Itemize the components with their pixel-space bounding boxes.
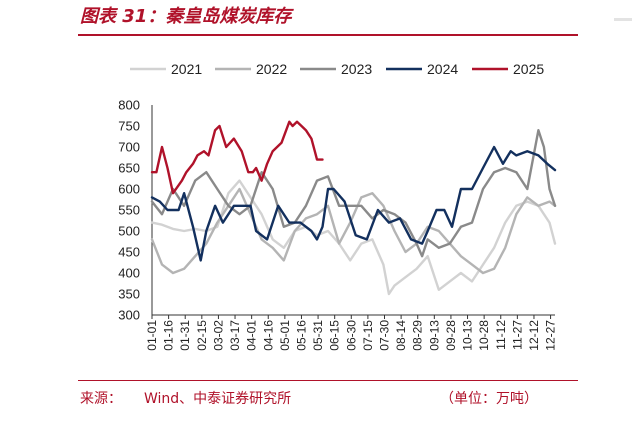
x-tick-label: 03-17 xyxy=(228,320,242,351)
x-tick-label: 08-29 xyxy=(411,320,425,351)
unit-note: （单位：万吨） xyxy=(440,391,538,407)
x-tick-label: 05-31 xyxy=(311,320,325,351)
source-text: Wind、中泰证券研究所 xyxy=(144,391,292,407)
y-tick-label: 300 xyxy=(118,308,140,323)
legend-label-2025: 2025 xyxy=(513,61,544,77)
series-lines xyxy=(150,120,557,296)
legend-label-2023: 2023 xyxy=(341,61,372,77)
source-label: 来源： xyxy=(80,391,122,407)
x-tick-label: 04-01 xyxy=(245,320,259,351)
series-line-2023 xyxy=(150,128,557,258)
y-tick-label: 600 xyxy=(118,182,140,197)
footer-rule xyxy=(78,380,578,381)
x-tick-label: 07-30 xyxy=(378,320,392,351)
x-tick-label: 05-01 xyxy=(278,320,292,351)
x-tick-label: 06-30 xyxy=(344,320,358,351)
x-tick-label: 12-27 xyxy=(544,320,558,351)
series-line-2024 xyxy=(150,145,557,262)
y-tick-label: 750 xyxy=(118,119,140,134)
x-tick-label: 10-28 xyxy=(477,320,491,351)
x-tick-label: 01-16 xyxy=(162,320,176,351)
x-tick-label: 11-12 xyxy=(494,320,508,350)
series-line-2022 xyxy=(150,187,557,275)
legend: 2021 2022 2023 2024 2025 xyxy=(130,61,544,77)
y-tick-label: 550 xyxy=(118,203,140,218)
x-axis: 01-01 01-16 01-31 02-15 03-02 03-17 04-01 04-16… xyxy=(145,314,558,351)
series-line-2025 xyxy=(150,120,324,195)
x-tick-label: 01-31 xyxy=(178,320,192,351)
x-tick-label: 10-13 xyxy=(461,320,475,351)
x-tick-label: 05-16 xyxy=(294,320,308,351)
y-axis: 300 350 400 450 500 550 600 650 700 750 800 xyxy=(118,98,153,323)
series-line-2021 xyxy=(150,179,557,296)
x-tick-label: 06-15 xyxy=(328,320,342,351)
x-tick-label: 07-15 xyxy=(361,320,375,351)
x-tick-label: 04-16 xyxy=(261,320,275,351)
y-tick-label: 500 xyxy=(118,224,140,239)
source-note: 来源： Wind、中泰证券研究所 xyxy=(80,388,291,408)
x-tick-label: 11-27 xyxy=(510,320,524,350)
x-tick-label: 08-14 xyxy=(394,320,408,351)
x-tick-label: 02-15 xyxy=(195,320,209,351)
x-tick-label: 12-12 xyxy=(527,320,541,351)
legend-label-2021: 2021 xyxy=(171,61,202,77)
x-tick-label: 03-02 xyxy=(211,320,225,351)
x-tick-label: 09-13 xyxy=(427,320,441,351)
legend-label-2022: 2022 xyxy=(256,61,287,77)
adjacent-panel-edge xyxy=(614,18,632,21)
y-tick-label: 650 xyxy=(118,161,140,176)
y-tick-label: 350 xyxy=(118,287,140,302)
y-tick-label: 450 xyxy=(118,245,140,260)
chart-title: 图表 31：秦皇岛煤炭库存 xyxy=(80,6,292,27)
legend-label-2024: 2024 xyxy=(427,61,458,77)
y-tick-label: 700 xyxy=(118,140,140,155)
x-tick-label: 09-28 xyxy=(444,320,458,351)
title-rule xyxy=(78,34,578,36)
y-tick-label: 400 xyxy=(118,266,140,281)
x-tick-label: 01-01 xyxy=(145,320,159,351)
y-tick-label: 800 xyxy=(118,98,140,113)
